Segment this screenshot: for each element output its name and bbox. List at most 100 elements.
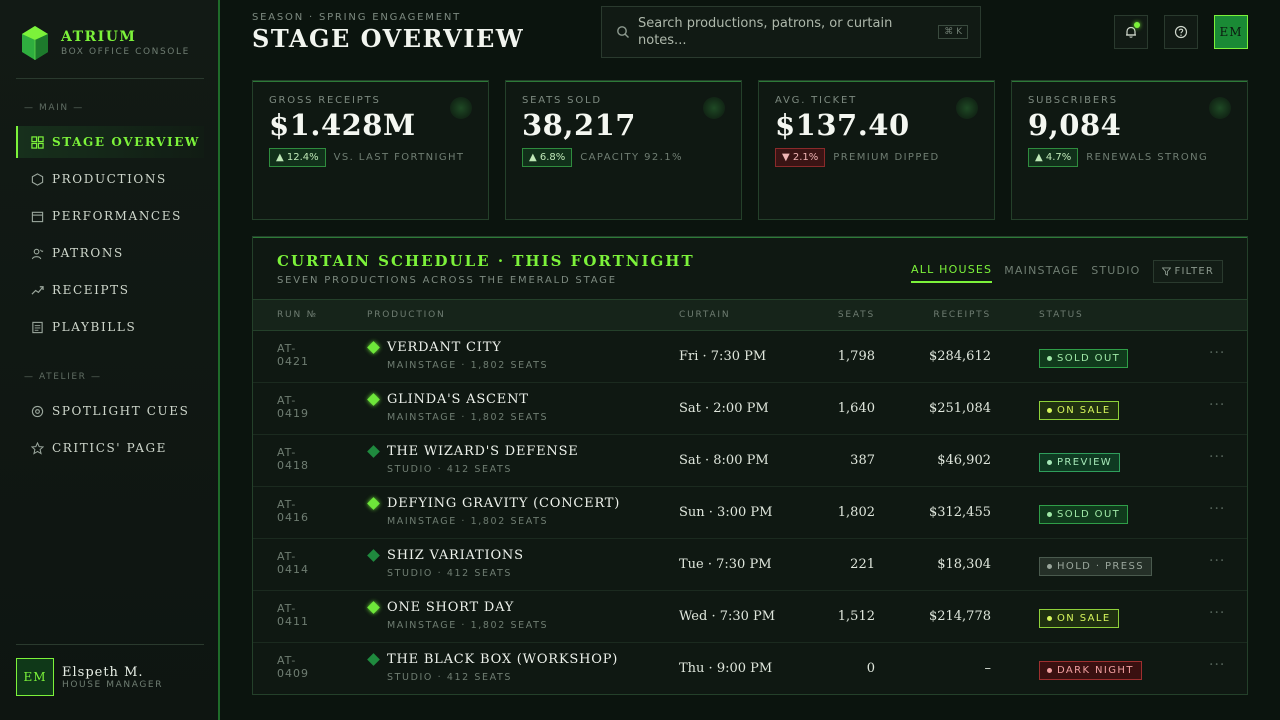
house-gem-icon — [367, 497, 380, 510]
production-venue: Studio · 412 seats — [387, 568, 513, 579]
production-name: One Short Day — [387, 600, 515, 615]
table-row[interactable]: AT-0409 The Black Box (Workshop) Studio · … — [253, 643, 1247, 695]
sidebar-item-stage-overview[interactable]: Stage Overview — [16, 126, 204, 158]
brand-subtitle: Box Office Console — [61, 47, 190, 57]
kpi-note: vs. last fortnight — [333, 152, 465, 163]
table-row[interactable]: AT-0421 Verdant City Mainstage · 1,802 sea… — [253, 331, 1247, 383]
user-card[interactable]: EM Elspeth M. House Manager — [16, 658, 163, 696]
kpi-note: Premium dipped — [833, 152, 940, 163]
table-row[interactable]: AT-0416 Defying Gravity (Concert) Mainstag… — [253, 487, 1247, 539]
row-more-button[interactable]: ··· — [1209, 605, 1226, 621]
kpi-label: Seats Sold — [522, 95, 602, 106]
sidebar-item-label: Productions — [52, 172, 167, 186]
production-name: Defying Gravity (Concert) — [387, 496, 621, 511]
kpi-label: Avg. Ticket — [775, 95, 857, 106]
run-number: AT-0418 — [277, 446, 309, 472]
panel-title: Curtain Schedule · This Fortnight — [277, 252, 695, 270]
kpi-indicator-icon — [956, 97, 978, 119]
hexagon-icon — [30, 172, 44, 186]
table-header: Run № Production Curtain Seats Receipts … — [253, 299, 1247, 331]
status-badge: Sold Out — [1039, 505, 1129, 524]
kpi-delta: ▲ 4.7% — [1028, 148, 1079, 167]
filter-button[interactable]: Filter — [1152, 259, 1223, 283]
production-cell[interactable]: The Black Box (Workshop) Studio · 412 sea… — [367, 652, 618, 683]
season-label: Season · Spring Engagement — [252, 12, 462, 23]
column-header-run[interactable]: Run № — [277, 310, 318, 320]
production-cell[interactable]: Defying Gravity (Concert) Mainstage · 1,8… — [367, 496, 620, 527]
production-cell[interactable]: One Short Day Mainstage · 1,802 seats — [367, 600, 548, 631]
notifications-button[interactable] — [1114, 15, 1148, 49]
column-header-curtain[interactable]: Curtain — [679, 310, 731, 320]
kpi-card-gross-receipts: Gross Receipts $1.428M ▲ 12.4% vs. last … — [252, 80, 489, 220]
search-icon — [617, 26, 629, 38]
table-row[interactable]: AT-0414 Shiz Variations Studio · 412 seats… — [253, 539, 1247, 591]
status-label: On Sale — [1057, 405, 1111, 416]
table-row[interactable]: AT-0411 One Short Day Mainstage · 1,802 se… — [253, 591, 1247, 643]
help-button[interactable] — [1164, 15, 1198, 49]
curtain-time: Thu · 9:00 PM — [679, 661, 773, 676]
header-avatar[interactable]: EM — [1214, 15, 1248, 49]
row-more-button[interactable]: ··· — [1209, 397, 1226, 413]
status-label: Sold Out — [1057, 509, 1121, 520]
sidebar-item-label: Patrons — [52, 246, 124, 260]
shortcut-hint: ⌘ K — [938, 25, 968, 39]
production-cell[interactable]: Glinda's Ascent Mainstage · 1,802 seats — [367, 392, 548, 423]
row-more-button[interactable]: ··· — [1209, 345, 1226, 361]
house-tabs: All Houses Mainstage Studio Filter — [911, 259, 1223, 283]
sidebar-item-performances[interactable]: Performances — [16, 200, 204, 232]
emerald-logo-icon — [22, 26, 48, 60]
production-name: The Wizard's Defense — [387, 444, 579, 459]
run-number: AT-0409 — [277, 654, 309, 680]
filter-label: Filter — [1174, 265, 1214, 277]
kpi-note: Renewals strong — [1086, 152, 1209, 163]
sidebar-item-playbills[interactable]: Playbills — [16, 311, 204, 343]
trend-icon — [30, 283, 44, 297]
seats-sold: 0 — [866, 661, 875, 676]
notification-dot — [1134, 22, 1140, 28]
kpi-note: Capacity 92.1% — [580, 152, 683, 163]
search-bar[interactable]: ⌘ K — [601, 6, 981, 58]
row-more-button[interactable]: ··· — [1209, 553, 1226, 569]
table-row[interactable]: AT-0419 Glinda's Ascent Mainstage · 1,802 … — [253, 383, 1247, 435]
kpi-delta: ▼ 2.1% — [775, 148, 826, 167]
house-gem-icon — [367, 445, 380, 458]
status-badge: On Sale — [1039, 401, 1119, 420]
kpi-value: $1.428M — [269, 108, 416, 142]
receipts-amount: $312,455 — [928, 505, 991, 520]
column-header-receipts[interactable]: Receipts — [933, 310, 991, 320]
tab-mainstage[interactable]: Mainstage — [1004, 264, 1080, 277]
status-dot-icon — [1047, 408, 1052, 413]
help-icon — [1174, 25, 1188, 39]
run-number: AT-0421 — [277, 342, 309, 368]
production-venue: Studio · 412 seats — [387, 672, 513, 683]
column-header-seats[interactable]: Seats — [837, 310, 875, 320]
sidebar-item-spotlight-cues[interactable]: Spotlight Cues — [16, 395, 204, 427]
table-row[interactable]: AT-0418 The Wizard's Defense Studio · 412 … — [253, 435, 1247, 487]
sidebar-item-patrons[interactable]: Patrons — [16, 237, 204, 269]
curtain-time: Fri · 7:30 PM — [679, 349, 767, 364]
production-cell[interactable]: Verdant City Mainstage · 1,802 seats — [367, 340, 548, 371]
tab-studio[interactable]: Studio — [1091, 264, 1141, 277]
run-number: AT-0419 — [277, 394, 309, 420]
sidebar-item-critics-page[interactable]: Critics' Page — [16, 432, 204, 464]
receipts-amount: $284,612 — [928, 349, 991, 364]
tab-all-houses[interactable]: All Houses — [911, 263, 993, 283]
sidebar-item-receipts[interactable]: Receipts — [16, 274, 204, 306]
production-cell[interactable]: The Wizard's Defense Studio · 412 seats — [367, 444, 579, 475]
production-cell[interactable]: Shiz Variations Studio · 412 seats — [367, 548, 524, 579]
column-header-production[interactable]: Production — [367, 310, 446, 320]
column-header-status[interactable]: Status — [1039, 310, 1084, 320]
sidebar-item-productions[interactable]: Productions — [16, 163, 204, 195]
run-number: AT-0416 — [277, 498, 309, 524]
production-name: The Black Box (Workshop) — [387, 652, 619, 667]
curtain-time: Sat · 2:00 PM — [679, 401, 769, 416]
search-input[interactable] — [638, 15, 908, 49]
row-more-button[interactable]: ··· — [1209, 657, 1226, 673]
row-more-button[interactable]: ··· — [1209, 501, 1226, 517]
brand[interactable]: Atrium Box Office Console — [22, 26, 190, 60]
filter-icon — [1161, 266, 1171, 276]
bell-icon — [1126, 26, 1136, 38]
curtain-time: Wed · 7:30 PM — [679, 609, 776, 624]
row-more-button[interactable]: ··· — [1209, 449, 1226, 465]
status-badge: On Sale — [1039, 609, 1119, 628]
